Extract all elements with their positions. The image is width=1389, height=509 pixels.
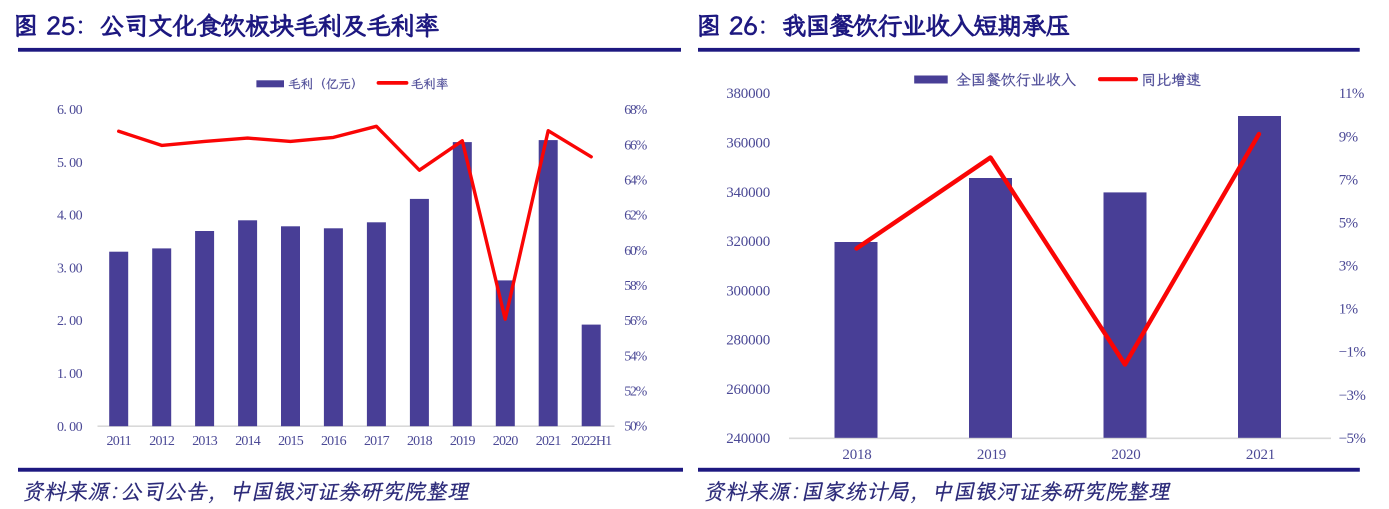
svg-text:2018: 2018	[407, 434, 433, 449]
svg-text:340000: 340000	[726, 185, 770, 201]
svg-text:62%: 62%	[624, 209, 647, 224]
svg-text:3%: 3%	[1339, 259, 1358, 275]
svg-text:1. 00: 1. 00	[57, 367, 83, 382]
svg-text:11%: 11%	[1339, 86, 1364, 102]
svg-text:280000: 280000	[726, 333, 770, 349]
svg-text:6. 00: 6. 00	[57, 103, 83, 118]
svg-text:320000: 320000	[726, 234, 770, 250]
svg-text:2013: 2013	[192, 434, 218, 449]
svg-text:0. 00: 0. 00	[57, 420, 83, 435]
svg-text:58%: 58%	[624, 279, 647, 294]
svg-text:9%: 9%	[1339, 129, 1358, 145]
svg-text:380000: 380000	[726, 86, 770, 102]
svg-text:3. 00: 3. 00	[57, 261, 83, 276]
svg-text:2019: 2019	[450, 434, 476, 449]
svg-text:60%: 60%	[624, 244, 647, 259]
svg-text:2015: 2015	[278, 434, 304, 449]
svg-text:2020: 2020	[1111, 447, 1140, 463]
svg-text:68%: 68%	[624, 103, 647, 118]
svg-text:240000: 240000	[726, 431, 770, 447]
svg-text:2020: 2020	[493, 434, 519, 449]
svg-text:−3%: −3%	[1339, 388, 1366, 404]
svg-text:2011: 2011	[107, 434, 132, 449]
svg-text:1%: 1%	[1339, 302, 1358, 318]
svg-text:5. 00: 5. 00	[57, 156, 83, 171]
svg-text:7%: 7%	[1339, 172, 1358, 188]
svg-text:50%: 50%	[624, 420, 647, 435]
svg-text:−5%: −5%	[1339, 431, 1366, 447]
svg-text:2017: 2017	[364, 434, 390, 449]
svg-text:5%: 5%	[1339, 215, 1358, 231]
svg-text:2016: 2016	[321, 434, 347, 449]
svg-text:2018: 2018	[842, 447, 871, 463]
svg-text:2019: 2019	[977, 447, 1006, 463]
svg-text:54%: 54%	[624, 349, 647, 364]
svg-text:56%: 56%	[624, 314, 647, 329]
svg-text:52%: 52%	[624, 384, 647, 399]
svg-text:66%: 66%	[624, 138, 647, 153]
svg-text:2021: 2021	[1246, 447, 1275, 463]
svg-text:64%: 64%	[624, 173, 647, 188]
svg-text:4. 00: 4. 00	[57, 209, 83, 224]
svg-text:2012: 2012	[149, 434, 175, 449]
svg-text:360000: 360000	[726, 135, 770, 151]
svg-text:2. 00: 2. 00	[57, 314, 83, 329]
svg-text:2021: 2021	[536, 434, 562, 449]
svg-text:300000: 300000	[726, 283, 770, 299]
svg-text:260000: 260000	[726, 382, 770, 398]
svg-text:2022H1: 2022H1	[571, 434, 612, 449]
svg-text:2014: 2014	[235, 434, 261, 449]
svg-text:−1%: −1%	[1339, 345, 1366, 361]
